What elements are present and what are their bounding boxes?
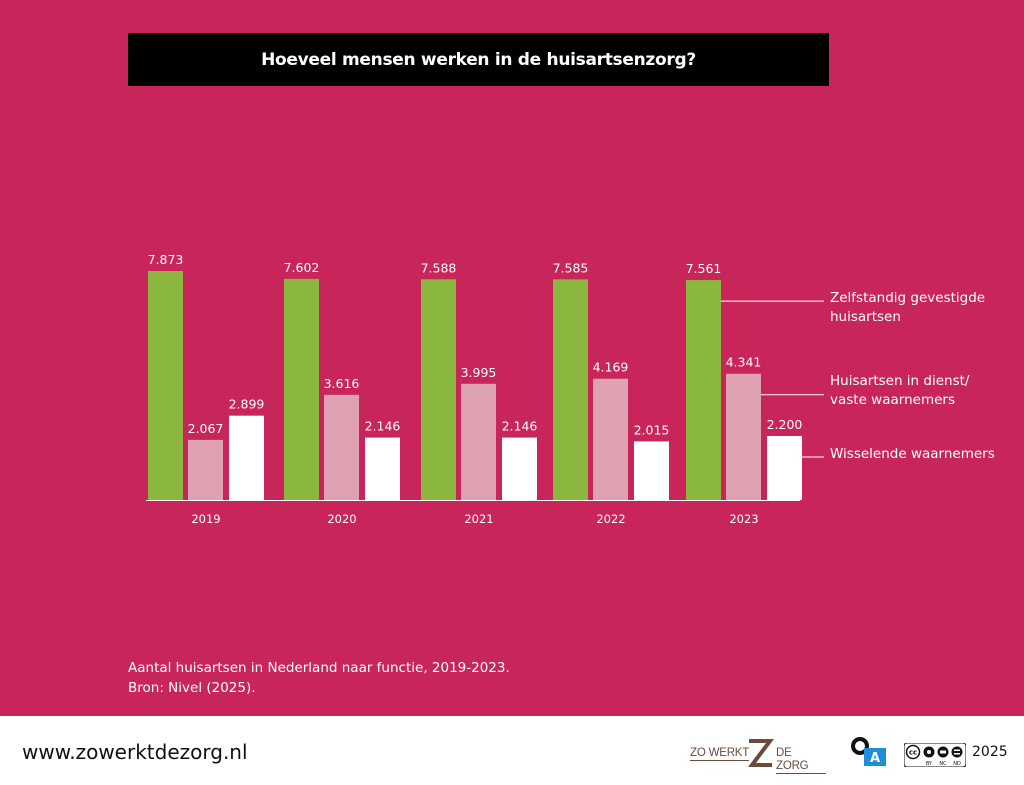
legend-label: Wisselende waarnemers bbox=[830, 446, 995, 462]
caption-source: Bron: Nivel (2025). bbox=[128, 680, 256, 696]
logo-z-mark-icon bbox=[748, 739, 774, 767]
bar bbox=[365, 437, 400, 500]
bar bbox=[553, 279, 588, 500]
x-tick-label: 2019 bbox=[191, 512, 220, 526]
svg-text:cc: cc bbox=[909, 749, 917, 757]
creative-commons-icon: cc BY NC ND bbox=[904, 743, 966, 767]
bar bbox=[686, 280, 721, 500]
legend-label: huisartsen bbox=[830, 309, 901, 325]
bar bbox=[634, 441, 669, 500]
data-label: 2.015 bbox=[634, 422, 670, 437]
legend-label: Huisartsen in dienst/ bbox=[830, 373, 970, 389]
data-label: 2.146 bbox=[502, 419, 538, 434]
bar bbox=[726, 373, 761, 500]
cc-nc-label: NC bbox=[939, 761, 947, 767]
x-tick-label: 2022 bbox=[596, 512, 625, 526]
data-label: 7.561 bbox=[686, 261, 722, 276]
logo-text-left: ZO WERKT bbox=[690, 747, 750, 761]
bar bbox=[324, 394, 359, 500]
x-tick-label: 2023 bbox=[729, 512, 758, 526]
bar bbox=[593, 378, 628, 500]
x-tick-label: 2021 bbox=[464, 512, 493, 526]
caption-description: Aantal huisartsen in Nederland naar func… bbox=[128, 660, 510, 676]
data-label: 2.899 bbox=[229, 397, 265, 412]
open-access-icon: A bbox=[851, 737, 886, 766]
x-tick-label: 2020 bbox=[327, 512, 356, 526]
data-label: 2.146 bbox=[365, 419, 401, 434]
data-label: 7.588 bbox=[421, 260, 457, 275]
open-access-letter: A bbox=[870, 751, 880, 766]
bar bbox=[461, 383, 496, 500]
footer-year: 2025 bbox=[972, 744, 1008, 760]
chart-title: Hoeveel mensen werken in de huisartsenzo… bbox=[128, 33, 829, 86]
bar bbox=[148, 271, 183, 500]
bar bbox=[229, 415, 264, 500]
zo-werkt-de-zorg-logo: ZO WERKT DE ZORG bbox=[690, 738, 826, 774]
data-label: 2.067 bbox=[188, 421, 224, 436]
bar bbox=[767, 436, 802, 500]
data-label: 3.616 bbox=[324, 376, 360, 391]
bar-chart: 7.873 2.067 2.899 2019 7.602 3.616 2.146 2020 7.… bbox=[146, 252, 995, 526]
data-label: 4.341 bbox=[726, 355, 762, 370]
data-label: 7.585 bbox=[553, 260, 589, 275]
bar bbox=[188, 439, 223, 500]
legend-label: Zelfstandig gevestigde bbox=[830, 290, 985, 306]
data-label: 3.995 bbox=[461, 365, 497, 380]
data-label: 4.169 bbox=[593, 360, 629, 375]
bar bbox=[502, 437, 537, 500]
data-label: 7.602 bbox=[284, 260, 320, 275]
bar bbox=[284, 278, 319, 500]
bar bbox=[421, 279, 456, 500]
footer-url-link[interactable]: www.zowerktdezorg.nl bbox=[22, 740, 248, 764]
cc-nd-label: ND bbox=[953, 761, 961, 767]
cc-by-label: BY bbox=[926, 761, 933, 767]
legend-label: vaste waarnemers bbox=[830, 392, 955, 408]
data-label: 7.873 bbox=[148, 252, 184, 267]
logo-text-right: DE ZORG bbox=[776, 747, 826, 774]
data-label: 2.200 bbox=[767, 417, 803, 432]
